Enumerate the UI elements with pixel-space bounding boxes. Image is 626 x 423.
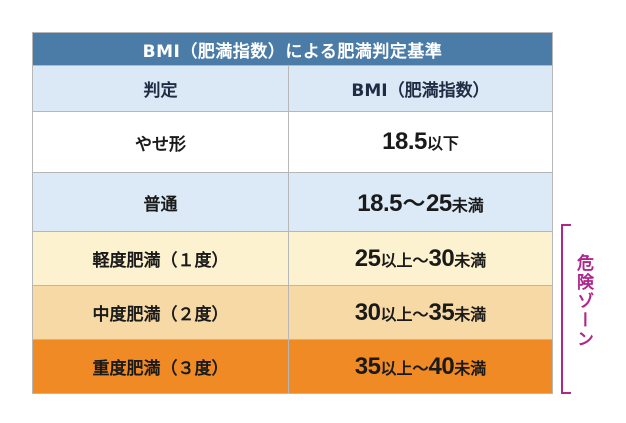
value-text: 以上〜 xyxy=(380,358,429,378)
value-text: 未満 xyxy=(454,358,487,378)
value-number: 35 xyxy=(428,298,455,326)
row-label: 重度肥満（３度） xyxy=(92,359,229,379)
table-title: BMI（肥満指数）による肥満判定基準 xyxy=(33,33,552,65)
value-number: 30 xyxy=(354,298,381,326)
header-bmi: BMI（肥満指数） xyxy=(351,81,490,101)
value-text: 〜 xyxy=(402,192,425,217)
value-text: 以上〜 xyxy=(380,304,429,324)
row-value: 35 以上〜 40 未満 xyxy=(355,353,486,381)
danger-zone-marker: 危険ゾーン xyxy=(555,224,595,396)
value-number: 25 xyxy=(354,244,381,272)
table-row: 軽度肥満（１度） 25 以上〜 30 未満 xyxy=(33,231,552,285)
table-row: 中度肥満（２度） 30 以上〜 35 未満 xyxy=(33,285,552,339)
table-row: 普通 18.5 〜 25 未満 xyxy=(33,172,552,231)
value-text: 未満 xyxy=(451,196,484,215)
bmi-table: BMI（肥満指数）による肥満判定基準 判定 BMI（肥満指数） やせ形 18.5… xyxy=(32,32,553,394)
value-text: 未満 xyxy=(454,304,487,324)
value-number: 18.5 xyxy=(382,128,427,155)
row-label: 中度肥満（２度） xyxy=(92,305,229,325)
row-value: 30 以上〜 35 未満 xyxy=(355,299,486,327)
value-number: 25 xyxy=(426,190,452,217)
row-label: 軽度肥満（１度） xyxy=(92,251,229,271)
value-text: 以下 xyxy=(426,134,459,153)
danger-zone-bracket xyxy=(561,224,571,394)
row-label: 普通 xyxy=(143,194,178,215)
row-value: 18.5 〜 25 未満 xyxy=(357,186,483,218)
table-row: 重度肥満（３度） 35 以上〜 40 未満 xyxy=(33,339,552,393)
danger-zone-label: 危険ゾーン xyxy=(573,254,593,349)
table-row: やせ形 18.5 以下 xyxy=(33,111,552,172)
value-number: 40 xyxy=(428,352,455,380)
row-value: 25 以上〜 30 未満 xyxy=(355,245,486,273)
value-number: 30 xyxy=(428,244,455,272)
row-value: 18.5 以下 xyxy=(382,128,459,156)
value-text: 未満 xyxy=(454,250,487,270)
value-number: 18.5 xyxy=(357,190,402,217)
value-text: 以上〜 xyxy=(380,250,429,270)
header-judgement: 判定 xyxy=(33,66,289,111)
value-number: 35 xyxy=(354,352,381,380)
row-label: やせ形 xyxy=(135,134,186,155)
table-header-row: 判定 BMI（肥満指数） xyxy=(33,65,552,111)
